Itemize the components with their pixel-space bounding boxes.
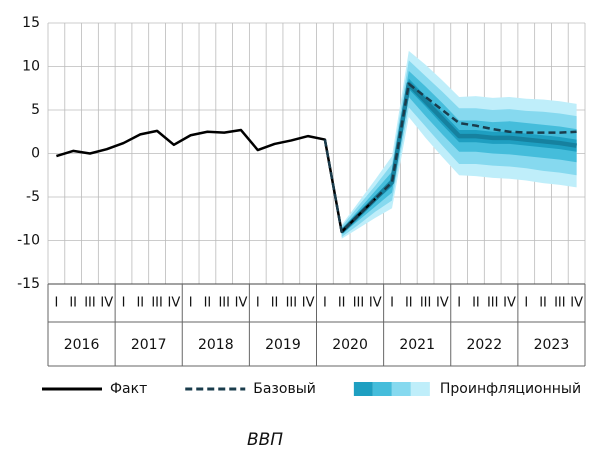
x-tick-label: I [122, 296, 126, 311]
x-tick-label: IV [436, 296, 449, 311]
fan-band [341, 70, 577, 235]
legend-label: Проинфляционный [440, 381, 581, 397]
x-tick-label: I [457, 296, 461, 311]
x-tick-label: I [323, 296, 327, 311]
x-tick-label: IV [100, 296, 113, 311]
x-tick-label: I [256, 296, 260, 311]
x-tick-label: IV [503, 296, 516, 311]
x-tick-label: II [204, 296, 212, 311]
x-tick-label: I [54, 296, 58, 311]
x-tick-label: III [420, 296, 432, 311]
x-tick-label: III [554, 296, 566, 311]
y-tick-label: 15 [22, 15, 40, 31]
y-tick-label: -15 [17, 276, 40, 292]
legend-swatch [353, 382, 373, 396]
year-label: 2020 [332, 337, 368, 353]
y-tick-label: -10 [17, 233, 40, 249]
x-tick-label: III [353, 296, 365, 311]
y-tick-label: -5 [26, 189, 40, 205]
x-tick-label: III [151, 296, 163, 311]
x-tick-label: IV [570, 296, 583, 311]
year-label: 2017 [131, 337, 167, 353]
year-label: 2019 [265, 337, 301, 353]
x-tick-label: I [189, 296, 193, 311]
y-tick-label: 0 [31, 146, 40, 162]
x-tick-label: I [524, 296, 528, 311]
series-line [56, 128, 377, 234]
legend-label: Факт [110, 381, 147, 397]
x-tick-label: III [218, 296, 230, 311]
year-label: 2022 [466, 337, 502, 353]
x-tick-label: II [136, 296, 144, 311]
x-tick-label: III [286, 296, 298, 311]
year-label: 2018 [198, 337, 234, 353]
x-tick-label: IV [167, 296, 180, 311]
x-tick-label: IV [302, 296, 315, 311]
x-tick-label: II [338, 296, 346, 311]
legend-swatch [410, 382, 430, 396]
legend-swatch [372, 382, 392, 396]
y-tick-label: 10 [22, 59, 40, 75]
x-tick-label: II [405, 296, 413, 311]
x-tick-label: IV [235, 296, 248, 311]
x-tick-label: III [84, 296, 96, 311]
x-tick-label: II [539, 296, 547, 311]
year-label: 2023 [534, 337, 570, 353]
x-tick-label: II [472, 296, 480, 311]
chart-title: ВВП [247, 430, 283, 450]
x-tick-label: I [390, 296, 394, 311]
x-tick-label: II [69, 296, 77, 311]
legend-swatch [391, 382, 411, 396]
x-tick-label: II [271, 296, 279, 311]
x-tick-label: IV [369, 296, 382, 311]
year-label: 2021 [399, 337, 435, 353]
y-tick-label: 5 [31, 102, 40, 118]
year-label: 2016 [64, 337, 100, 353]
legend-label: Базовый [253, 381, 316, 397]
x-tick-label: III [487, 296, 499, 311]
